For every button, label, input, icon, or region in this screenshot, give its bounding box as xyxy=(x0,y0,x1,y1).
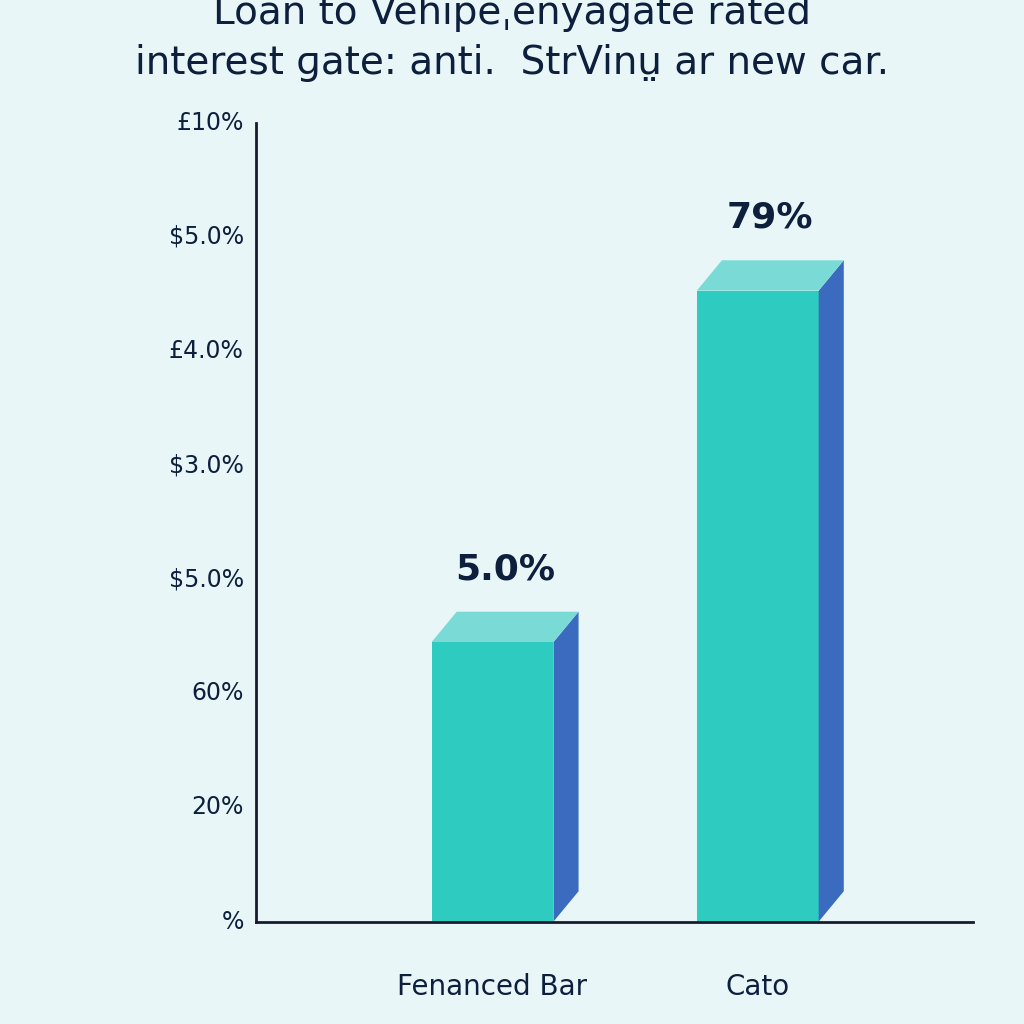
Polygon shape xyxy=(553,611,579,922)
Polygon shape xyxy=(818,260,844,922)
Polygon shape xyxy=(696,291,818,922)
Text: 79%: 79% xyxy=(727,201,813,234)
Text: 20%: 20% xyxy=(191,796,244,819)
Text: £4.0%: £4.0% xyxy=(169,339,244,364)
Text: 60%: 60% xyxy=(191,681,244,706)
Text: Cato: Cato xyxy=(726,973,790,1000)
Text: $5.0%: $5.0% xyxy=(169,225,244,249)
Polygon shape xyxy=(696,260,844,291)
Text: £10%: £10% xyxy=(176,111,244,135)
Text: Fenanced Bar: Fenanced Bar xyxy=(397,973,588,1000)
Text: 5.0%: 5.0% xyxy=(455,552,555,586)
Polygon shape xyxy=(432,611,579,642)
Text: Loan to Vehipeˌenyagate rated
interest ɡate: anti.  StrVinṳ ar new car.: Loan to Vehipeˌenyagate rated interest ɡ… xyxy=(135,0,889,82)
Polygon shape xyxy=(432,642,553,922)
Text: $3.0%: $3.0% xyxy=(169,454,244,477)
Text: $5.0%: $5.0% xyxy=(169,567,244,591)
Text: %: % xyxy=(221,909,244,934)
